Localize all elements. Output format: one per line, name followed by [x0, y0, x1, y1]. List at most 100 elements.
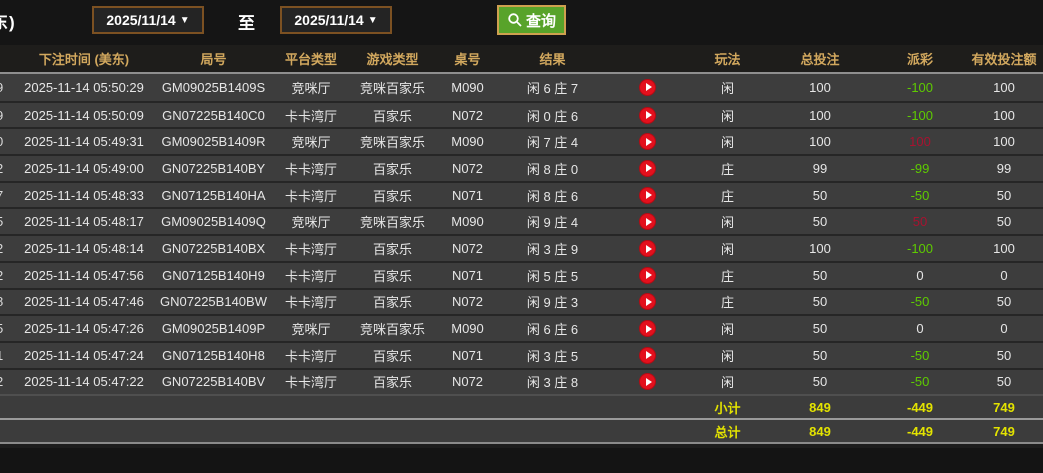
date-range-to-label: 至	[238, 14, 255, 33]
replay-button[interactable]	[639, 186, 656, 204]
cell-replay	[605, 287, 690, 315]
cell-play: 闲	[690, 74, 765, 101]
cell-clipped-id: 2	[0, 154, 13, 181]
cell-total-bet: 50	[765, 260, 875, 288]
cell-valid-bet: 99	[965, 154, 1043, 181]
cell-payout: -50	[875, 180, 965, 208]
clipped-header-fragment: 东)	[0, 13, 16, 32]
cell-round-id: GN07225B140BY	[155, 154, 272, 181]
cell-valid-bet: 100	[965, 127, 1043, 155]
cell-game-type: 竞咪百家乐	[350, 207, 435, 235]
cell-platform: 卡卡湾厅	[272, 260, 350, 288]
cell-payout: -100	[875, 74, 965, 101]
cell-table-no: M090	[435, 207, 500, 235]
cell-result: 闲 7 庄 4	[500, 127, 605, 155]
cell-play: 闲	[690, 100, 765, 128]
col-game-type: 游戏类型	[350, 45, 435, 74]
cell-clipped-id: 5	[0, 314, 13, 341]
cell-replay	[605, 367, 690, 395]
table-footer: 小计 849 -449 749 总计 849 -449 749	[0, 394, 1043, 443]
table-row: 2 2025-11-14 05:48:14 GN07225B140BX 卡卡湾厅…	[0, 234, 1043, 261]
grand-total-row: 总计 849 -449 749	[0, 418, 1043, 443]
subtotal-row: 小计 849 -449 749	[0, 394, 1043, 419]
date-from-value: 2025/11/14	[106, 12, 176, 28]
cell-payout: 50	[875, 207, 965, 235]
cell-bet-time: 2025-11-14 05:50:29	[13, 74, 155, 101]
cell-replay	[605, 154, 690, 181]
col-payout: 派彩	[875, 45, 965, 74]
cell-bet-time: 2025-11-14 05:50:09	[13, 100, 155, 128]
replay-button[interactable]	[639, 373, 656, 391]
col-platform: 平台类型	[272, 45, 350, 74]
cell-clipped-id: 9	[0, 74, 13, 101]
cell-total-bet: 50	[765, 367, 875, 395]
cell-round-id: GM09025B1409R	[155, 127, 272, 155]
cell-valid-bet: 50	[965, 367, 1043, 395]
cell-total-bet: 50	[765, 314, 875, 341]
table-row: 1 2025-11-14 05:47:24 GN07125B140H8 卡卡湾厅…	[0, 340, 1043, 368]
grand-total-total-bet: 849	[765, 418, 875, 443]
cell-bet-time: 2025-11-14 05:49:31	[13, 127, 155, 155]
cell-platform: 卡卡湾厅	[272, 100, 350, 128]
subtotal-valid-bet: 749	[965, 394, 1043, 419]
cell-valid-bet: 100	[965, 234, 1043, 261]
cell-payout: 0	[875, 260, 965, 288]
cell-payout: -50	[875, 287, 965, 315]
replay-button[interactable]	[639, 240, 656, 257]
cell-bet-time: 2025-11-14 05:47:56	[13, 260, 155, 288]
cell-bet-time: 2025-11-14 05:47:46	[13, 287, 155, 315]
cell-round-id: GM09025B1409Q	[155, 207, 272, 235]
subtotal-label: 小计	[690, 394, 765, 419]
cell-result: 闲 6 庄 7	[500, 74, 605, 101]
cell-valid-bet: 50	[965, 180, 1043, 208]
cell-result: 闲 5 庄 5	[500, 260, 605, 288]
cell-play: 闲	[690, 340, 765, 368]
cell-clipped-id: 7	[0, 180, 13, 208]
replay-button[interactable]	[639, 159, 656, 177]
cell-clipped-id: 5	[0, 207, 13, 235]
cell-game-type: 百家乐	[350, 340, 435, 368]
play-icon	[645, 137, 652, 146]
subtotal-total-bet: 849	[765, 394, 875, 419]
table-row: 8 2025-11-14 05:47:46 GN07225B140BW 卡卡湾厅…	[0, 287, 1043, 315]
col-clipped-id	[0, 45, 13, 74]
cell-round-id: GN07225B140BX	[155, 234, 272, 261]
cell-table-no: N072	[435, 367, 500, 395]
subtotal-payout: -449	[875, 394, 965, 419]
cell-clipped-id: 9	[0, 100, 13, 128]
cell-table-no: M090	[435, 74, 500, 101]
replay-button[interactable]	[639, 133, 656, 151]
replay-button[interactable]	[639, 320, 656, 338]
cell-table-no: N071	[435, 180, 500, 208]
cell-payout: -50	[875, 367, 965, 395]
cell-game-type: 竞咪百家乐	[350, 127, 435, 155]
cell-table-no: N072	[435, 287, 500, 315]
cell-result: 闲 9 庄 4	[500, 207, 605, 235]
cell-valid-bet: 0	[965, 260, 1043, 288]
date-from-select[interactable]: 2025/11/14 ▼	[92, 6, 204, 34]
date-to-select[interactable]: 2025/11/14 ▼	[280, 6, 392, 34]
bet-history-table: 下注时间 (美东) 局号 平台类型 游戏类型 桌号 结果 玩法 总投注 派彩 有…	[0, 45, 1043, 443]
play-icon	[645, 164, 652, 173]
search-button[interactable]: 查询	[497, 5, 567, 35]
cell-game-type: 竞咪百家乐	[350, 74, 435, 101]
replay-button[interactable]	[639, 78, 656, 96]
replay-button[interactable]	[639, 266, 656, 284]
cell-payout: 0	[875, 314, 965, 341]
cell-game-type: 百家乐	[350, 100, 435, 128]
replay-button[interactable]	[639, 213, 656, 231]
cell-game-type: 百家乐	[350, 234, 435, 261]
cell-table-no: N072	[435, 100, 500, 128]
cell-clipped-id: 2	[0, 234, 13, 261]
replay-button[interactable]	[639, 346, 656, 364]
grand-total-label: 总计	[690, 418, 765, 443]
replay-button[interactable]	[639, 293, 656, 311]
cell-platform: 卡卡湾厅	[272, 340, 350, 368]
cell-payout: -100	[875, 234, 965, 261]
cell-platform: 卡卡湾厅	[272, 367, 350, 395]
cell-payout: 100	[875, 127, 965, 155]
table-row: 2 2025-11-14 05:49:00 GN07225B140BY 卡卡湾厅…	[0, 154, 1043, 181]
cell-result: 闲 8 庄 6	[500, 180, 605, 208]
play-icon	[645, 351, 652, 360]
replay-button[interactable]	[639, 106, 656, 124]
